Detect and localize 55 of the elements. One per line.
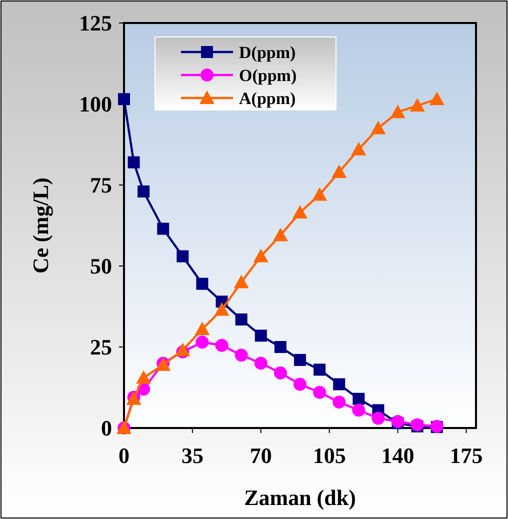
- y-tick-label: 125: [79, 10, 112, 36]
- point: [136, 370, 152, 384]
- point: [333, 378, 346, 390]
- point: [294, 354, 306, 366]
- x-tick-label: 35: [181, 443, 204, 468]
- point: [390, 104, 406, 118]
- point: [370, 120, 386, 134]
- point: [294, 378, 306, 391]
- point: [410, 98, 425, 112]
- x-tick-label: 175: [450, 443, 483, 468]
- point: [253, 248, 268, 262]
- point: [234, 274, 249, 288]
- x-tick-label: 70: [250, 443, 272, 468]
- point: [176, 250, 189, 262]
- y-tick-label: 75: [90, 172, 112, 198]
- point: [351, 142, 366, 156]
- point: [214, 302, 230, 316]
- point: [234, 348, 248, 362]
- point: [118, 93, 130, 106]
- point: [313, 386, 326, 399]
- point: [274, 341, 286, 353]
- y-tick-label: 25: [90, 334, 112, 360]
- point: [194, 322, 210, 336]
- y-tick-label: 100: [79, 92, 112, 117]
- y-tick-label: 50: [90, 254, 112, 279]
- point: [312, 187, 328, 201]
- legend-label: D(ppm): [239, 42, 296, 62]
- point: [196, 336, 209, 349]
- point: [314, 364, 326, 376]
- x-tick-label: 140: [381, 443, 414, 468]
- x-tick-label: 0: [118, 443, 130, 468]
- point: [292, 205, 308, 219]
- point: [128, 156, 140, 168]
- point: [235, 313, 248, 326]
- point: [272, 228, 288, 242]
- point: [254, 356, 268, 370]
- point: [157, 222, 170, 235]
- point: [274, 366, 287, 380]
- point: [175, 342, 190, 356]
- point: [352, 404, 366, 417]
- point: [215, 338, 228, 352]
- x-axis-title: Zaman (dk): [244, 485, 356, 510]
- point: [352, 392, 365, 405]
- point: [332, 164, 347, 178]
- legend-label: O(ppm): [239, 66, 297, 85]
- point: [196, 278, 208, 290]
- y-tick-label: 0: [101, 416, 112, 441]
- point: [254, 330, 267, 342]
- point: [332, 396, 346, 409]
- legend-label: A(ppm): [239, 88, 296, 108]
- point: [138, 185, 150, 198]
- point: [429, 92, 444, 106]
- x-tick-label: 105: [312, 443, 346, 468]
- y-axis-title: Ce (mg/L): [28, 178, 53, 274]
- point: [372, 412, 385, 425]
